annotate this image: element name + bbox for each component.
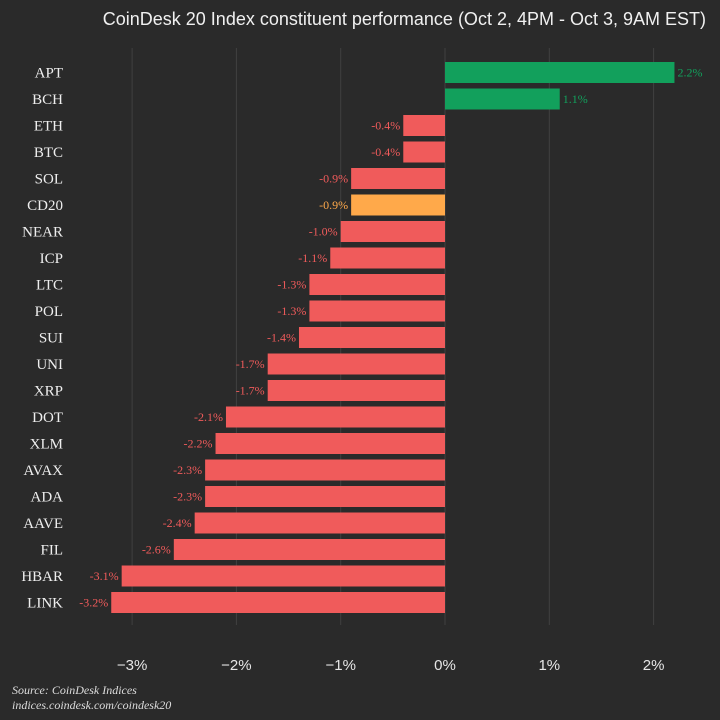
data-label: -3.1% (90, 569, 119, 583)
bar-aave (194, 512, 445, 534)
category-label: UNI (36, 357, 63, 373)
data-label: -1.7% (236, 357, 265, 371)
x-tick-label: −3% (117, 657, 147, 674)
category-label: ADA (31, 490, 64, 506)
source-url: indices.coindesk.com/coindesk20 (12, 698, 172, 712)
category-label: FIL (41, 543, 64, 559)
bar-cd20 (351, 194, 445, 216)
category-label: LTC (36, 278, 63, 294)
category-label: APT (35, 66, 63, 82)
category-label: SUI (39, 331, 63, 347)
bar-apt (445, 62, 675, 83)
data-label: -0.9% (319, 172, 348, 186)
bar-ltc (309, 274, 445, 295)
data-label: -2.1% (194, 410, 223, 424)
x-tick-label: 2% (643, 657, 665, 674)
data-label: 1.1% (563, 92, 588, 106)
bar-sui (298, 327, 445, 348)
category-label: HBAR (21, 569, 63, 585)
category-label: XLM (30, 437, 63, 453)
bar-btc (403, 141, 445, 163)
data-label: -2.4% (163, 516, 192, 530)
bar-bch (445, 88, 560, 110)
bar-pol (309, 300, 445, 322)
category-label: BCH (32, 92, 63, 108)
data-label: -0.9% (319, 198, 348, 212)
bar-near (340, 221, 445, 242)
bar-xrp (267, 380, 445, 401)
category-label: NEAR (22, 225, 63, 241)
data-label: -2.3% (173, 463, 202, 477)
data-label: -3.2% (79, 596, 108, 610)
x-tick-label: 1% (538, 657, 560, 674)
footer: Source: CoinDesk Indices indices.coindes… (12, 683, 171, 713)
data-label: -0.4% (371, 119, 400, 133)
data-label: -1.0% (309, 225, 338, 239)
bar-dot (225, 406, 445, 428)
data-label: -0.4% (371, 145, 400, 159)
category-label: XRP (34, 384, 63, 400)
data-label: -1.4% (267, 331, 296, 345)
bar-link (111, 592, 446, 613)
data-label: -1.1% (298, 251, 327, 265)
bar-xlm (215, 433, 445, 454)
data-label: -1.3% (277, 304, 306, 318)
category-label: DOT (32, 410, 63, 426)
bar-eth (403, 115, 445, 136)
chart-title: CoinDesk 20 Index constituent performanc… (102, 9, 706, 29)
data-label: -2.3% (173, 490, 202, 504)
x-tick-label: 0% (434, 657, 456, 674)
category-label: AVAX (24, 463, 64, 479)
category-label: LINK (27, 596, 63, 612)
category-label: CD20 (27, 198, 63, 214)
data-label: -2.6% (142, 543, 171, 557)
category-label: BTC (34, 145, 63, 161)
category-label: POL (35, 304, 63, 320)
bar-ada (205, 486, 445, 507)
source-note: Source: CoinDesk Indices (12, 683, 137, 697)
labels: −3% −2% −1% 0% 1% 2% APT 2.2% BCH 1.1% ETH -0.4% BTC… (21, 66, 702, 675)
data-label: 2.2% (677, 66, 702, 80)
x-tick-label: −1% (325, 657, 355, 674)
bar-avax (205, 459, 445, 481)
category-label: ICP (40, 251, 63, 267)
x-tick-label: −2% (221, 657, 251, 674)
bar-hbar (121, 565, 446, 587)
bar-fil (173, 539, 445, 560)
bar-uni (267, 353, 445, 375)
category-label: AAVE (23, 516, 63, 532)
data-label: -2.2% (184, 437, 213, 451)
bar-sol (351, 168, 445, 189)
bar-icp (330, 247, 445, 269)
data-label: -1.7% (236, 384, 265, 398)
data-label: -1.3% (277, 278, 306, 292)
category-label: SOL (35, 172, 63, 188)
bars (111, 62, 675, 613)
category-label: ETH (34, 119, 63, 135)
